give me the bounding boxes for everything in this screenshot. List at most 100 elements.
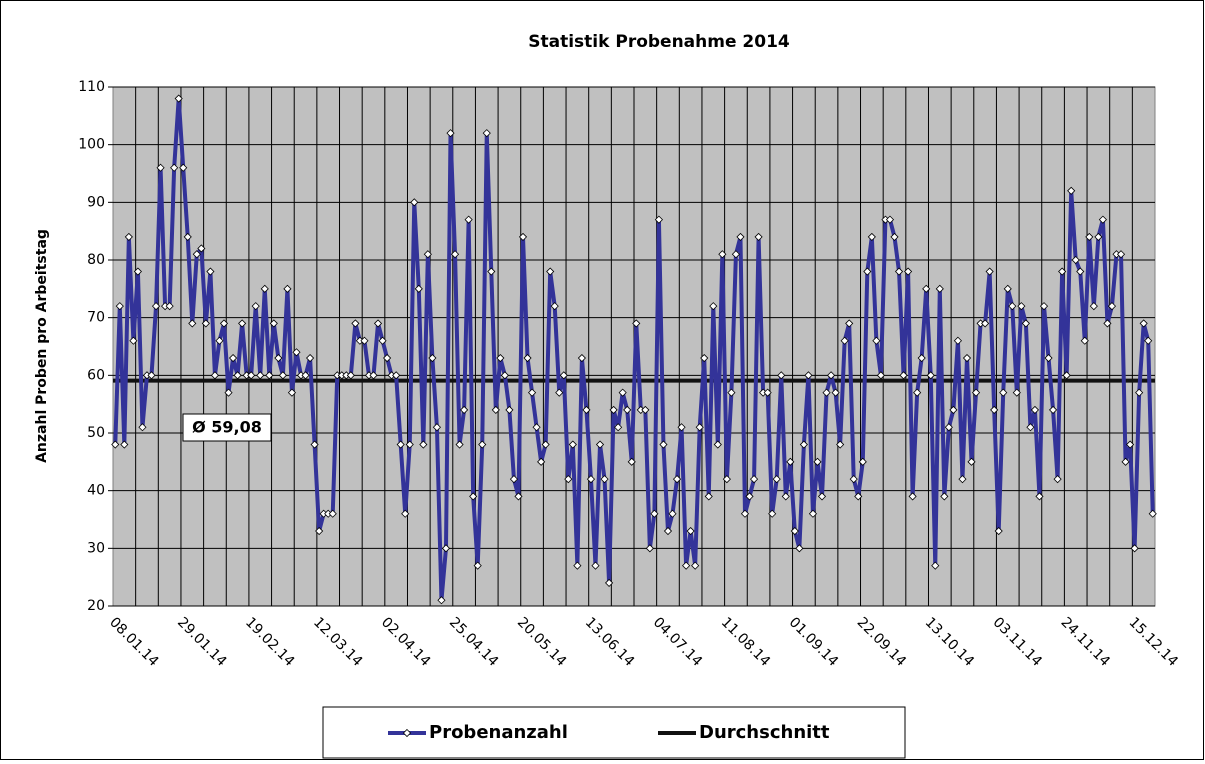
- marker: [768, 509, 777, 518]
- y-axis-label: Anzahl Proben pro Arbeitstag: [34, 229, 50, 463]
- marker: [1144, 336, 1153, 345]
- marker: [922, 284, 931, 293]
- marker: [985, 267, 994, 276]
- marker: [473, 561, 482, 570]
- marker: [532, 423, 541, 432]
- marker: [115, 302, 124, 311]
- marker: [1021, 319, 1030, 328]
- marker: [464, 215, 473, 224]
- marker: [745, 492, 754, 501]
- marker: [509, 475, 519, 484]
- legend-label: Probenanzahl: [429, 722, 568, 743]
- marker: [523, 353, 532, 363]
- marker: [238, 319, 247, 328]
- marker: [650, 509, 659, 518]
- marker: [763, 388, 772, 397]
- marker: [1076, 267, 1085, 276]
- marker: [287, 388, 297, 397]
- marker: [981, 319, 990, 328]
- marker: [405, 440, 414, 449]
- marker: [151, 302, 161, 311]
- y-tick-label: 90: [87, 194, 105, 210]
- marker: [518, 232, 528, 241]
- marker: [1121, 457, 1130, 466]
- marker: [1067, 186, 1076, 195]
- marker: [573, 561, 582, 570]
- marker: [1126, 440, 1135, 449]
- marker: [1030, 405, 1040, 414]
- marker: [777, 371, 786, 380]
- marker: [958, 475, 967, 484]
- marker: [885, 215, 895, 224]
- marker: [1094, 232, 1103, 241]
- marker: [215, 336, 224, 345]
- marker: [577, 353, 586, 363]
- marker: [786, 457, 795, 466]
- marker: [772, 475, 781, 484]
- marker: [156, 163, 165, 172]
- marker: [514, 492, 523, 501]
- marker: [813, 457, 822, 466]
- marker: [704, 492, 713, 501]
- marker: [441, 544, 451, 553]
- marker: [328, 509, 337, 518]
- marker: [672, 475, 682, 484]
- marker: [188, 319, 197, 328]
- marker: [428, 353, 437, 363]
- y-tick-label: 20: [87, 598, 105, 614]
- marker: [251, 302, 260, 311]
- marker: [1130, 544, 1139, 553]
- marker: [1026, 423, 1035, 432]
- marker: [840, 336, 849, 345]
- marker: [736, 232, 745, 241]
- marker: [858, 457, 867, 466]
- marker: [1103, 319, 1112, 328]
- marker: [994, 526, 1003, 536]
- annotation-box: [182, 413, 272, 442]
- marker: [999, 388, 1008, 397]
- marker: [487, 267, 496, 276]
- marker: [731, 250, 741, 259]
- marker: [1139, 319, 1148, 328]
- marker: [496, 353, 505, 363]
- marker: [713, 440, 722, 449]
- marker: [781, 492, 790, 501]
- marker: [971, 388, 981, 397]
- marker: [546, 267, 555, 276]
- marker: [876, 371, 885, 380]
- marker: [165, 302, 174, 311]
- marker: [1035, 492, 1044, 501]
- marker: [1116, 250, 1126, 259]
- marker: [790, 526, 799, 536]
- marker: [369, 371, 378, 380]
- marker: [396, 440, 405, 449]
- marker: [808, 509, 818, 518]
- marker: [247, 371, 256, 380]
- marker: [899, 371, 908, 380]
- marker: [383, 353, 392, 363]
- marker: [1012, 388, 1021, 397]
- marker: [269, 319, 278, 328]
- marker: [1049, 405, 1058, 414]
- marker: [804, 371, 813, 380]
- marker: [278, 371, 287, 380]
- marker: [265, 371, 274, 380]
- marker: [351, 319, 360, 328]
- marker: [133, 267, 142, 276]
- marker: [1098, 215, 1107, 224]
- marker: [609, 405, 618, 414]
- marker: [192, 250, 201, 259]
- marker: [926, 371, 935, 380]
- marker: [469, 492, 478, 501]
- marker: [695, 423, 704, 432]
- marker: [555, 388, 564, 397]
- marker: [179, 163, 188, 172]
- marker: [1008, 302, 1017, 311]
- y-tick-label: 30: [87, 540, 105, 556]
- marker: [346, 371, 355, 380]
- marker: [500, 371, 509, 380]
- marker: [306, 353, 315, 363]
- marker: [482, 129, 491, 138]
- marker: [414, 284, 423, 293]
